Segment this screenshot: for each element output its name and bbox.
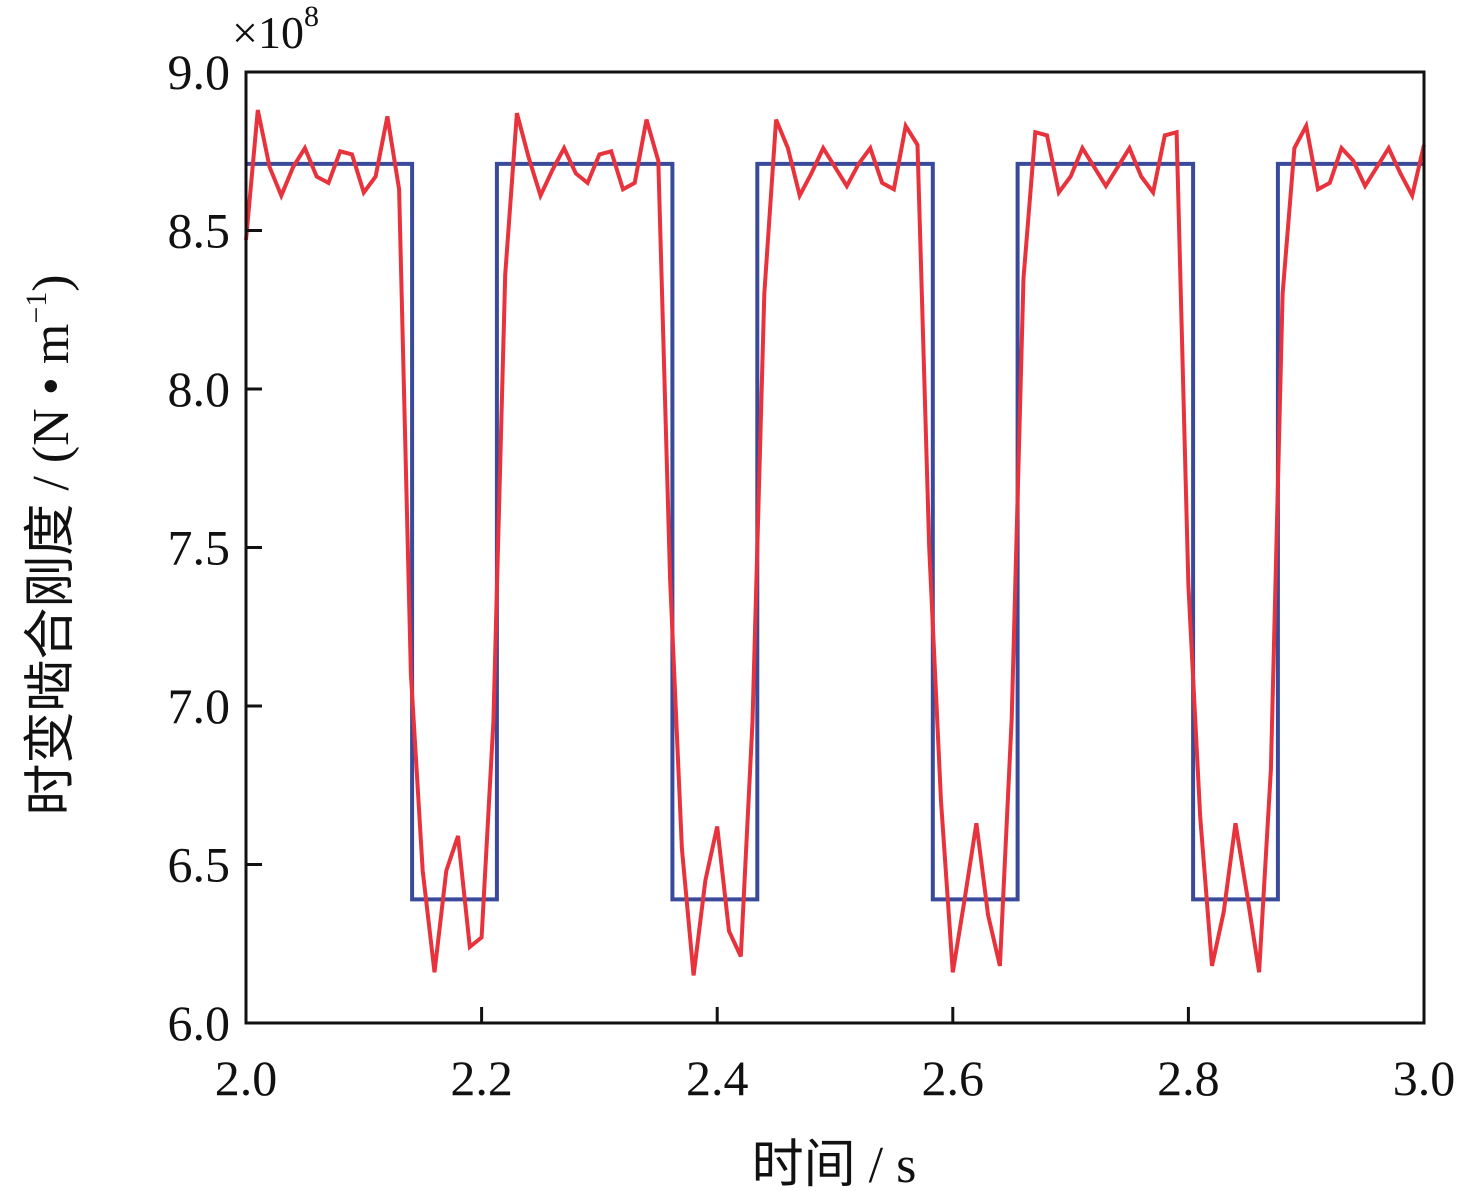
y-tick-label: 6.0 (168, 995, 231, 1051)
y-tick-label: 8.0 (168, 361, 231, 417)
x-axis-label: 时间 / s (752, 1137, 917, 1191)
x-tick-label: 2.8 (1157, 1050, 1220, 1106)
x-tick-label: 3.0 (1393, 1050, 1456, 1106)
x-tick-label: 2.4 (686, 1050, 749, 1106)
y-multiplier-exponent: 8 (304, 0, 319, 33)
y-axis-label: 时变啮合刚度 / (N • m−1) (20, 274, 80, 815)
y-multiplier-base: ×10 (232, 7, 304, 58)
series-line-1 (246, 161, 1424, 902)
x-tick-label: 2.6 (922, 1050, 985, 1106)
ticks-layer: 2.0 2.2 2.4 2.6 2.8 3.0 6.0 6.5 7.0 7.5 8.0 8.5 9.0 (168, 44, 1456, 1106)
y-tick-label: 7.0 (168, 678, 231, 734)
x-tick-label: 2.0 (215, 1050, 278, 1106)
plot-frame (244, 70, 1426, 1025)
y-axis-label-main: 时变啮合刚度 / (N • m (23, 324, 80, 816)
y-axis-label-exponent: −1 (20, 292, 53, 324)
y-axis-label-close: ) (23, 274, 80, 291)
series-layer (244, 109, 1426, 976)
y-multiplier: ×108 (232, 0, 319, 58)
x-tick-label: 2.2 (450, 1050, 513, 1106)
y-tick-label: 6.5 (168, 837, 231, 893)
series-line-2 (244, 109, 1426, 976)
y-tick-label: 7.5 (168, 520, 231, 576)
y-tick-label: 8.5 (168, 203, 231, 259)
y-tick-label: 9.0 (168, 44, 231, 100)
